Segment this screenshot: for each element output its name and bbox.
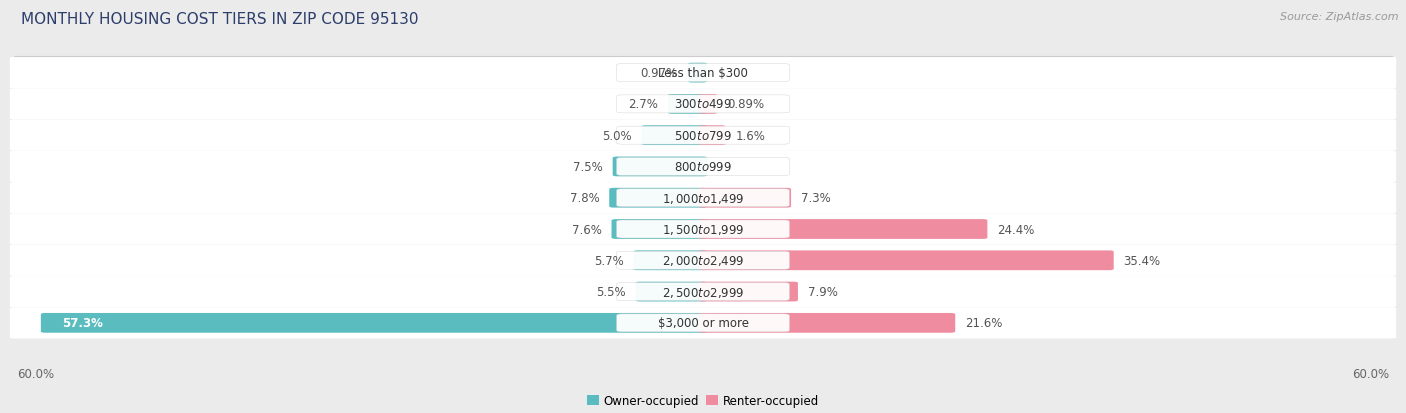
Text: 21.6%: 21.6% [965, 317, 1002, 330]
FancyBboxPatch shape [616, 314, 790, 332]
Text: 35.4%: 35.4% [1123, 254, 1161, 267]
Text: 7.5%: 7.5% [574, 161, 603, 173]
FancyBboxPatch shape [10, 214, 1396, 245]
FancyBboxPatch shape [616, 221, 790, 238]
Text: 0.89%: 0.89% [727, 98, 765, 111]
FancyBboxPatch shape [699, 220, 987, 239]
Text: Less than $300: Less than $300 [658, 67, 748, 80]
Text: 7.6%: 7.6% [572, 223, 602, 236]
FancyBboxPatch shape [633, 251, 707, 271]
Text: $2,500 to $2,999: $2,500 to $2,999 [662, 285, 744, 299]
FancyBboxPatch shape [41, 313, 707, 333]
FancyBboxPatch shape [10, 89, 1396, 120]
Text: MONTHLY HOUSING COST TIERS IN ZIP CODE 95130: MONTHLY HOUSING COST TIERS IN ZIP CODE 9… [21, 12, 419, 27]
FancyBboxPatch shape [641, 126, 707, 146]
Text: 0.97%: 0.97% [641, 67, 678, 80]
FancyBboxPatch shape [699, 251, 1114, 271]
Legend: Owner-occupied, Renter-occupied: Owner-occupied, Renter-occupied [588, 394, 818, 407]
Text: 2.7%: 2.7% [628, 98, 658, 111]
FancyBboxPatch shape [609, 188, 707, 208]
FancyBboxPatch shape [688, 64, 707, 83]
Text: $300 to $499: $300 to $499 [673, 98, 733, 111]
FancyBboxPatch shape [636, 282, 707, 302]
Text: $800 to $999: $800 to $999 [673, 161, 733, 173]
FancyBboxPatch shape [10, 183, 1396, 214]
FancyBboxPatch shape [699, 188, 792, 208]
Text: 5.7%: 5.7% [593, 254, 623, 267]
FancyBboxPatch shape [616, 283, 790, 301]
Text: $1,500 to $1,999: $1,500 to $1,999 [662, 223, 744, 236]
Text: 7.3%: 7.3% [801, 192, 831, 205]
FancyBboxPatch shape [10, 276, 1396, 307]
FancyBboxPatch shape [10, 307, 1396, 339]
FancyBboxPatch shape [616, 96, 790, 114]
Text: $2,000 to $2,499: $2,000 to $2,499 [662, 254, 744, 268]
Text: Source: ZipAtlas.com: Source: ZipAtlas.com [1281, 12, 1399, 22]
FancyBboxPatch shape [10, 58, 1396, 89]
FancyBboxPatch shape [616, 64, 790, 83]
Text: 7.9%: 7.9% [808, 285, 838, 298]
FancyBboxPatch shape [616, 252, 790, 270]
Text: $1,000 to $1,499: $1,000 to $1,499 [662, 191, 744, 205]
Text: 7.8%: 7.8% [569, 192, 599, 205]
Text: 1.6%: 1.6% [735, 129, 765, 142]
Text: 60.0%: 60.0% [17, 368, 53, 380]
FancyBboxPatch shape [10, 120, 1396, 152]
Text: 5.0%: 5.0% [602, 129, 631, 142]
Text: 24.4%: 24.4% [997, 223, 1035, 236]
FancyBboxPatch shape [616, 127, 790, 145]
FancyBboxPatch shape [612, 220, 707, 239]
FancyBboxPatch shape [699, 126, 725, 146]
FancyBboxPatch shape [10, 152, 1396, 183]
Text: $500 to $799: $500 to $799 [673, 129, 733, 142]
Text: 57.3%: 57.3% [62, 317, 103, 330]
FancyBboxPatch shape [699, 313, 955, 333]
FancyBboxPatch shape [616, 189, 790, 207]
FancyBboxPatch shape [699, 95, 717, 114]
Text: 5.5%: 5.5% [596, 285, 626, 298]
FancyBboxPatch shape [10, 245, 1396, 276]
FancyBboxPatch shape [668, 95, 707, 114]
FancyBboxPatch shape [699, 282, 799, 302]
FancyBboxPatch shape [616, 158, 790, 176]
Text: $3,000 or more: $3,000 or more [658, 317, 748, 330]
FancyBboxPatch shape [613, 157, 707, 177]
Text: 60.0%: 60.0% [1353, 368, 1389, 380]
